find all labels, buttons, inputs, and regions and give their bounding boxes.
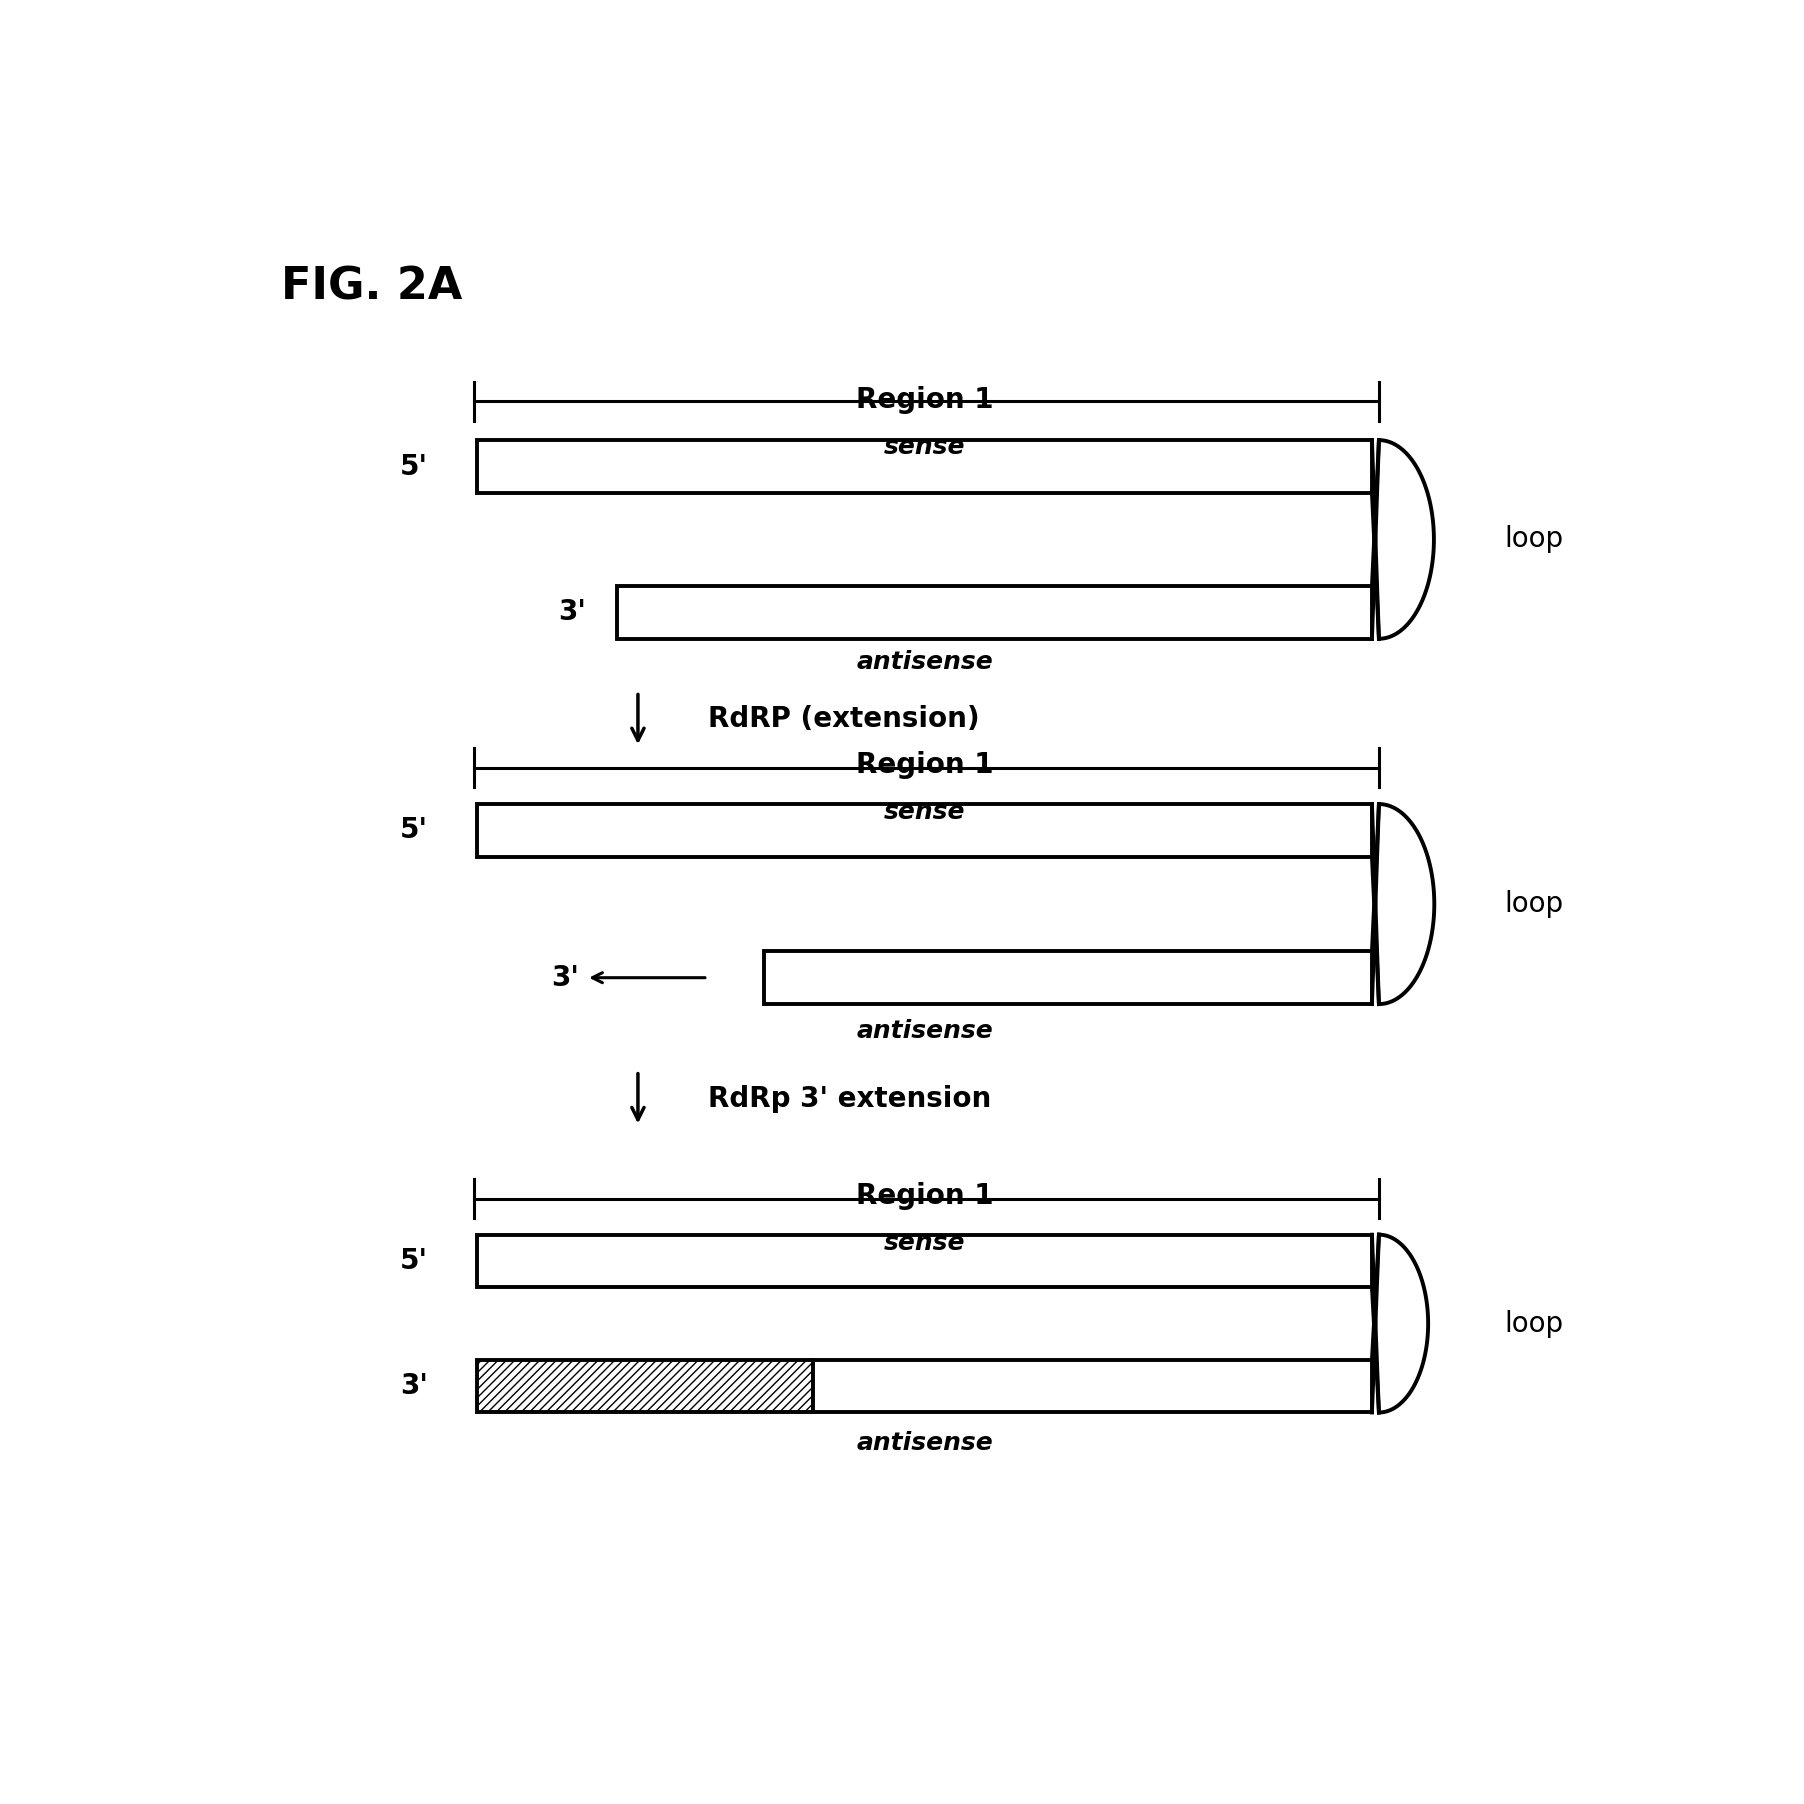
Text: Region 1: Region 1 (855, 386, 994, 413)
Text: RdRP (extension): RdRP (extension) (707, 705, 980, 734)
Text: 3': 3' (552, 963, 579, 992)
Text: FIG. 2A: FIG. 2A (281, 265, 464, 308)
Text: antisense: antisense (857, 649, 992, 675)
Text: antisense: antisense (857, 1431, 992, 1454)
Bar (476, 440, 1371, 492)
Bar (476, 805, 1371, 857)
Bar (812, 1360, 1371, 1413)
Text: 5': 5' (400, 817, 428, 844)
Bar (476, 1360, 812, 1413)
Bar (476, 1234, 1371, 1288)
Text: loop: loop (1505, 1310, 1564, 1337)
Bar (617, 586, 1371, 639)
Text: 3': 3' (557, 599, 586, 626)
Text: loop: loop (1505, 525, 1564, 552)
Text: sense: sense (884, 1230, 965, 1254)
Text: Region 1: Region 1 (855, 1182, 994, 1210)
Text: antisense: antisense (857, 1019, 992, 1043)
Text: Region 1: Region 1 (855, 750, 994, 779)
Text: sense: sense (884, 799, 965, 824)
Bar (763, 951, 1371, 1005)
Text: sense: sense (884, 435, 965, 458)
Text: 5': 5' (400, 453, 428, 480)
Text: loop: loop (1505, 889, 1564, 918)
Text: 3': 3' (400, 1373, 428, 1400)
Text: RdRp 3' extension: RdRp 3' extension (707, 1084, 990, 1113)
Text: 5': 5' (400, 1247, 428, 1275)
